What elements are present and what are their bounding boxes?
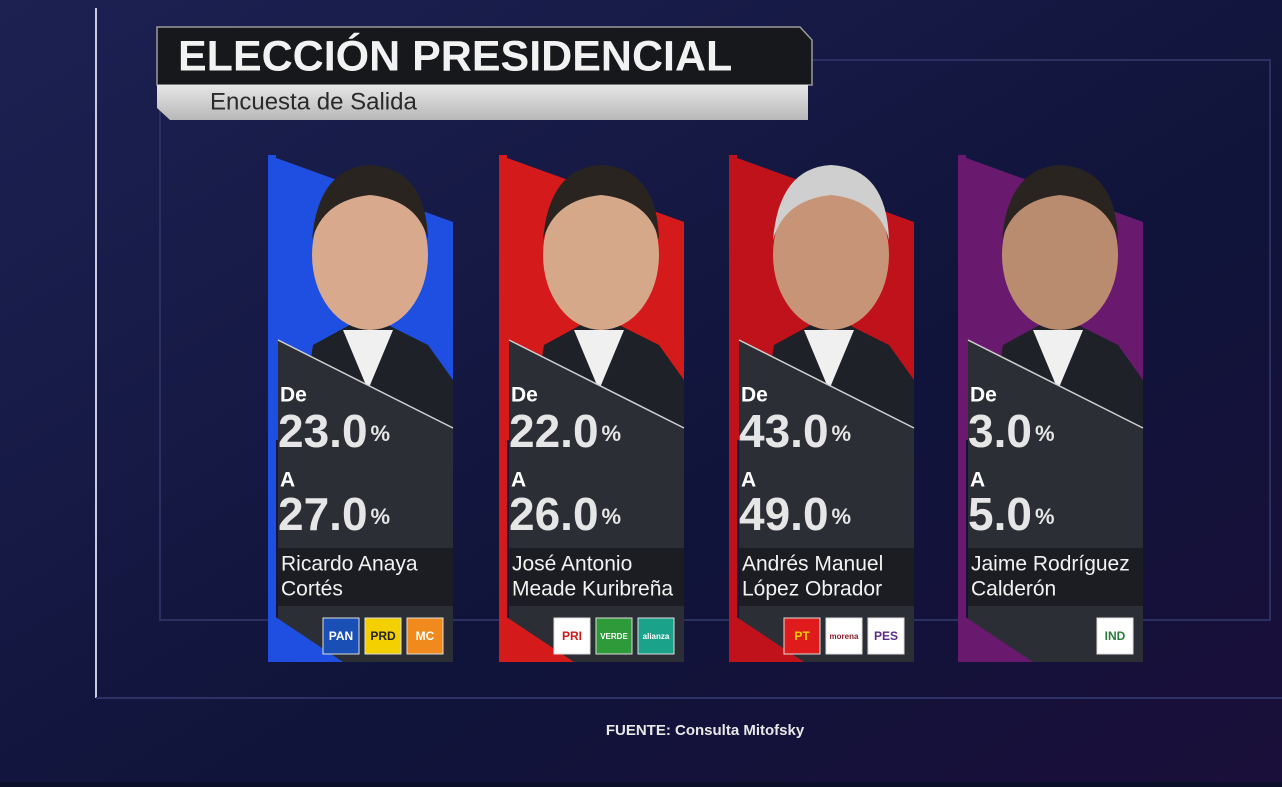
- to-label: A: [280, 469, 295, 492]
- party-logo: [825, 617, 863, 655]
- portrait-head: [543, 180, 659, 330]
- to-value-line: 27.0%: [278, 488, 390, 540]
- from-value: 43.0: [739, 405, 829, 457]
- card-stripe: [268, 155, 276, 662]
- party-logo: [595, 617, 633, 655]
- party-logo: [553, 617, 591, 655]
- from-value: 23.0: [278, 405, 368, 457]
- from-label: De: [970, 384, 997, 407]
- party-logo: [783, 617, 821, 655]
- portrait-head: [312, 180, 428, 330]
- party-logo-label: morena: [830, 632, 859, 641]
- to-label: A: [741, 469, 756, 492]
- percent-sign: %: [1035, 421, 1055, 446]
- party-logo-label: MC: [416, 629, 435, 643]
- to-value-line: 5.0%: [968, 488, 1055, 540]
- candidate-name: Meade Kuribreña: [512, 578, 673, 601]
- subtitle: Encuesta de Salida: [210, 88, 417, 115]
- portrait-shirt: [1033, 330, 1083, 390]
- party-logo: [1096, 617, 1134, 655]
- from-value: 22.0: [509, 405, 599, 457]
- name-box: [509, 548, 684, 606]
- party-logo: [867, 617, 905, 655]
- candidate-name: Cortés: [281, 578, 343, 601]
- card-stripe: [499, 155, 507, 662]
- card-stripe: [958, 155, 966, 662]
- from-value-line: 43.0%: [739, 405, 851, 457]
- candidate-name: José Antonio: [512, 553, 632, 576]
- to-value: 26.0: [509, 488, 599, 540]
- source: FUENTE: Consulta Mitofsky: [606, 722, 805, 739]
- title: ELECCIÓN PRESIDENCIAL: [178, 31, 732, 80]
- from-label: De: [511, 384, 538, 407]
- panel-edge: [277, 339, 454, 429]
- candidate-name: Ricardo Anaya: [281, 553, 418, 576]
- panel-edge: [738, 339, 915, 429]
- from-value-line: 23.0%: [278, 405, 390, 457]
- name-box: [278, 548, 453, 606]
- party-logo: [637, 617, 675, 655]
- portrait-shirt: [574, 330, 624, 390]
- party-logo: [322, 617, 360, 655]
- portrait-hair: [773, 165, 889, 240]
- percent-sign: %: [832, 504, 852, 529]
- to-label: A: [511, 469, 526, 492]
- candidate-name: López Obrador: [742, 578, 882, 601]
- to-value: 5.0: [968, 488, 1032, 540]
- party-logo: [406, 617, 444, 655]
- party-logo-label: PRD: [370, 629, 396, 643]
- to-value-line: 26.0%: [509, 488, 621, 540]
- party-logo-label: PES: [874, 629, 898, 643]
- percent-sign: %: [832, 421, 852, 446]
- percent-sign: %: [602, 504, 622, 529]
- party-logo-label: alianza: [643, 632, 670, 641]
- percent-sign: %: [371, 421, 391, 446]
- title-box: [156, 26, 813, 86]
- portrait-hair: [543, 165, 659, 240]
- to-value-line: 49.0%: [739, 488, 851, 540]
- party-logo-label: PT: [794, 629, 810, 643]
- from-label: De: [741, 384, 768, 407]
- party-logo: [364, 617, 402, 655]
- portrait-hair: [1002, 165, 1118, 240]
- name-box: [968, 548, 1143, 606]
- percent-sign: %: [1035, 504, 1055, 529]
- portrait-hair: [312, 165, 428, 240]
- card-stripe: [729, 155, 737, 662]
- from-value-line: 22.0%: [509, 405, 621, 457]
- panel-edge: [967, 339, 1144, 429]
- to-label: A: [970, 469, 985, 492]
- from-label: De: [280, 384, 307, 407]
- portrait-shirt: [804, 330, 854, 390]
- subtitle-bar: [157, 85, 808, 120]
- from-value-line: 3.0%: [968, 405, 1055, 457]
- candidate-name: Calderón: [971, 578, 1056, 601]
- card-corner: [958, 612, 1033, 662]
- percent-sign: %: [602, 421, 622, 446]
- to-value: 49.0: [739, 488, 829, 540]
- party-logo-label: PRI: [562, 629, 582, 643]
- panel-edge: [508, 339, 685, 429]
- candidate-name: Andrés Manuel: [742, 553, 883, 576]
- from-value: 3.0: [968, 405, 1032, 457]
- party-logo-label: VERDE: [600, 632, 628, 641]
- percent-sign: %: [371, 504, 391, 529]
- party-logo-label: PAN: [329, 629, 353, 643]
- name-box: [739, 548, 914, 606]
- portrait-head: [773, 180, 889, 330]
- portrait-shirt: [343, 330, 393, 390]
- party-logo-label: IND: [1105, 629, 1126, 643]
- to-value: 27.0: [278, 488, 368, 540]
- portrait-head: [1002, 180, 1118, 330]
- candidate-name: Jaime Rodríguez: [971, 553, 1130, 576]
